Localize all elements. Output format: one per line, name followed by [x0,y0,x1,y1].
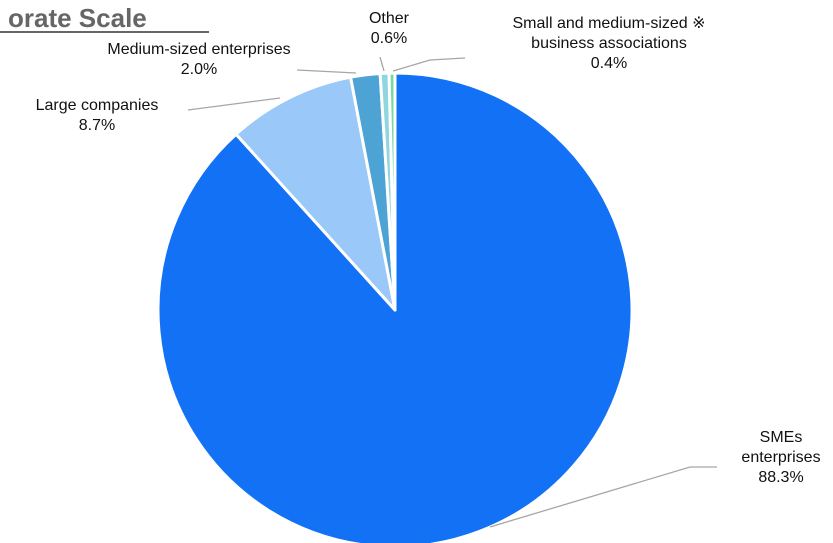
slice-percent-label: 0.4% [591,55,627,72]
slice-name-label: Large companies [36,97,159,114]
leader-lines [187,56,717,528]
slice-percent-label: 2.0% [181,61,217,78]
slice-name-label: business associations [531,35,687,52]
slice-label-1: Large companies 8.7% [36,97,159,134]
slice-percent-label: 8.7% [79,117,115,134]
pie-slices [156,71,634,543]
slice-label-2: Medium-sized enterprises 2.0% [107,41,290,78]
slice-percent-label: 0.6% [371,30,407,47]
slice-name-label: Medium-sized enterprises [107,41,290,58]
slice-percent-label: 88.3% [758,469,803,486]
pie-slice-4 [387,71,397,312]
slice-labels: SMEs enterprises 88.3% Large companies 8.7% M… [36,10,821,486]
leader-line-0 [489,466,717,528]
chart-title: orate Scale [8,3,147,33]
slice-name-label: Small and medium-sized ※ [512,15,705,32]
slice-label-0: SMEs enterprises 88.3% [741,429,820,486]
leader-line-4 [392,57,466,72]
slice-name-label: SMEs [760,429,803,446]
slice-label-4: Small and medium-sized ※ business associa… [512,15,705,72]
slice-label-3: Other 0.6% [369,10,410,47]
leader-line-2 [296,69,357,74]
pie-slice-1 [234,75,397,312]
leader-line-3 [379,56,385,72]
slice-name-label: enterprises [741,449,820,466]
slice-name-label: Other [369,10,410,27]
leader-line-1 [187,97,281,111]
